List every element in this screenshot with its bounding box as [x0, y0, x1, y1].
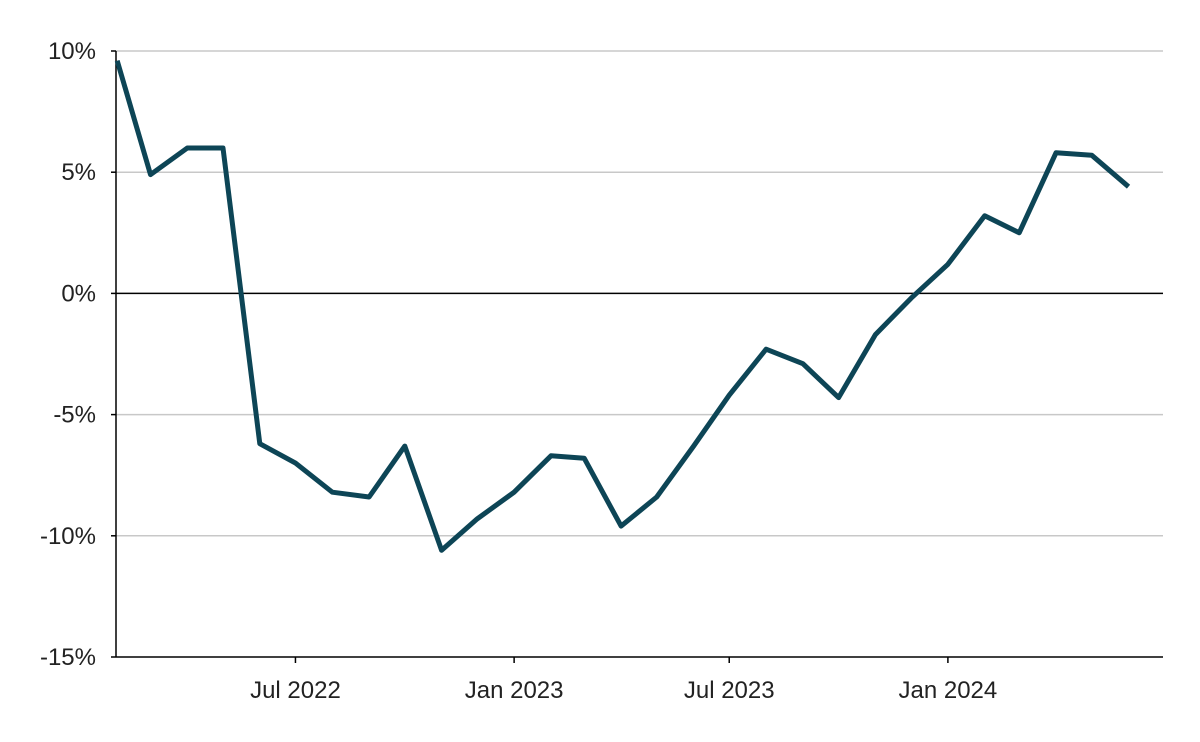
axes — [111, 50, 1163, 663]
y-tick-label: 0% — [61, 280, 96, 307]
x-axis-tick-labels: Jul 2022 Jan 2023 Jul 2023 Jan 2024 — [250, 677, 997, 704]
y-axis-tick-labels: 10% 5% 0% -5% -10% -15% — [40, 38, 96, 671]
x-tick-label: Jan 2023 — [465, 677, 564, 704]
x-tick-label: Jan 2024 — [899, 677, 998, 704]
y-tick-label: 10% — [48, 38, 96, 65]
y-tick-label: -15% — [40, 644, 96, 671]
y-tick-label: -5% — [53, 402, 96, 429]
x-tick-label: Jul 2023 — [684, 677, 775, 704]
y-tick-label: -10% — [40, 523, 96, 550]
y-tick-label: 5% — [61, 159, 96, 186]
series-line — [114, 59, 1131, 553]
series-layer — [114, 59, 1131, 553]
gridlines — [116, 50, 1163, 537]
x-tick-label: Jul 2022 — [250, 677, 341, 704]
